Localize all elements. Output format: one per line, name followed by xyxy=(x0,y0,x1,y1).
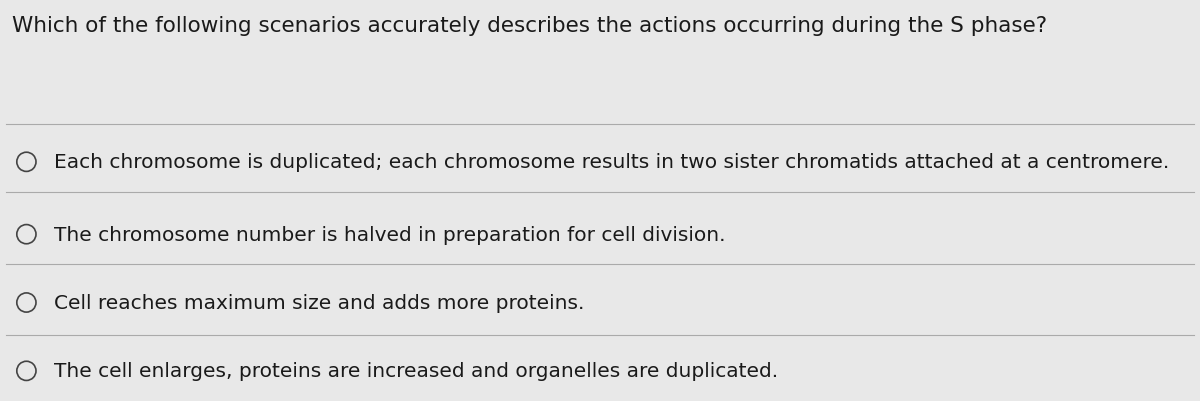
Text: Which of the following scenarios accurately describes the actions occurring duri: Which of the following scenarios accurat… xyxy=(12,16,1048,36)
Text: Each chromosome is duplicated; each chromosome results in two sister chromatids : Each chromosome is duplicated; each chro… xyxy=(54,153,1169,172)
Text: The chromosome number is halved in preparation for cell division.: The chromosome number is halved in prepa… xyxy=(54,225,726,244)
Text: The cell enlarges, proteins are increased and organelles are duplicated.: The cell enlarges, proteins are increase… xyxy=(54,361,778,381)
Text: Cell reaches maximum size and adds more proteins.: Cell reaches maximum size and adds more … xyxy=(54,293,584,312)
